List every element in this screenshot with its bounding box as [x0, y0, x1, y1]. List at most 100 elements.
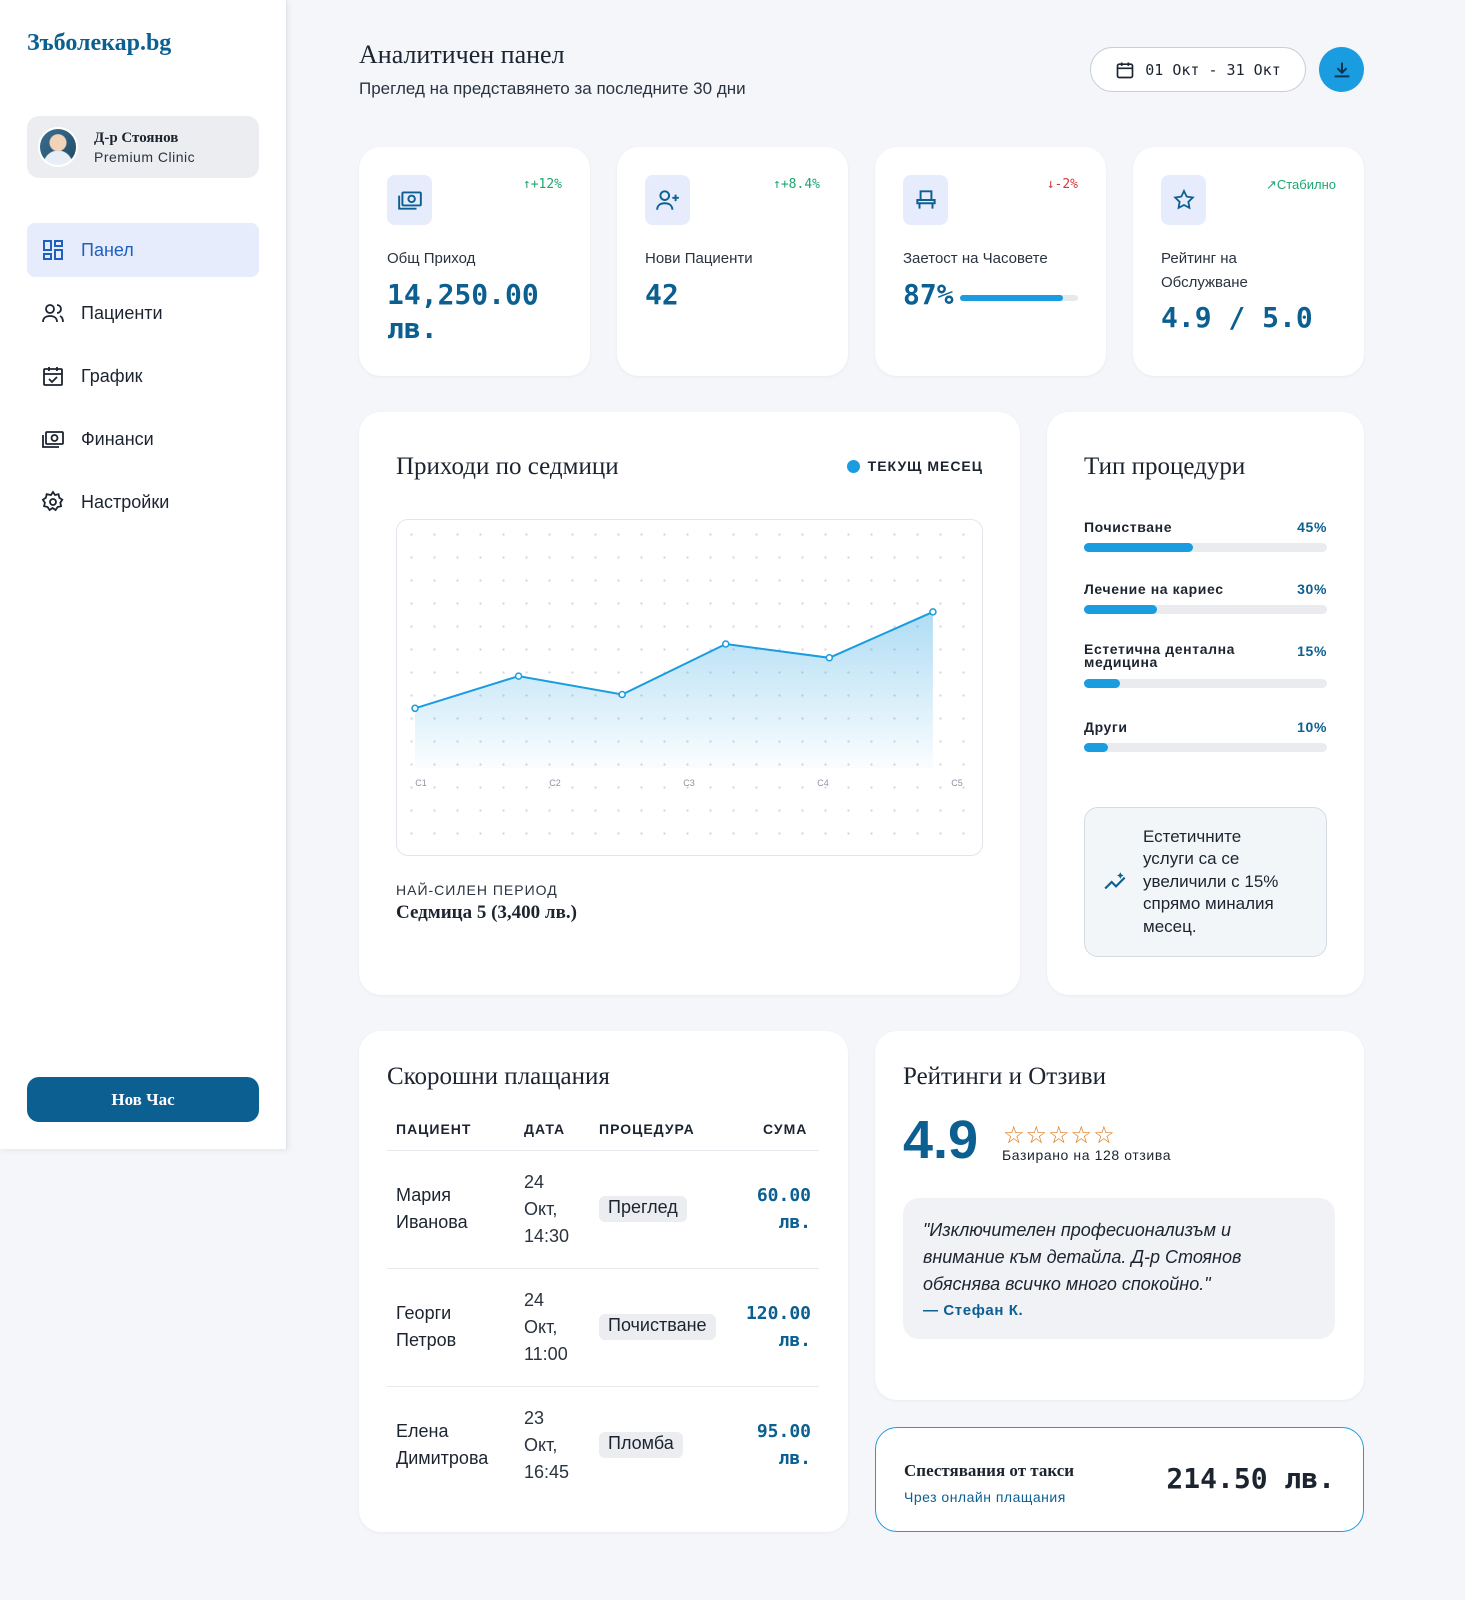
amount-value: 120.00 [745, 1303, 811, 1324]
date-month: Окт, [524, 1317, 558, 1337]
table-row[interactable]: Георги Петров 24 Окт, 11:00 Почистване 120.… [387, 1268, 819, 1386]
savings-subtitle: Чрез онлайн плащания [904, 1489, 1066, 1505]
patient-first-name: Мария [396, 1185, 452, 1205]
procedure-percent: 15% [1297, 643, 1327, 659]
card-title: Тип процедури [1084, 453, 1246, 480]
procedure-label: Почистване [1084, 519, 1173, 535]
patient-first-name: Георги [396, 1303, 452, 1323]
quote-line: внимание към детайла. Д-р Стоянов [923, 1247, 1242, 1267]
sidebar-item-dashboard[interactable]: Панел [27, 223, 259, 277]
download-icon [1334, 62, 1349, 77]
procedure-item: Естетична дентална медицина 15% [1084, 642, 1327, 688]
sidebar-item-finance[interactable]: Финанси [27, 412, 259, 466]
procedure-percent: 10% [1297, 719, 1327, 735]
procedure-label: Лечение на кариес [1084, 581, 1224, 597]
procedure-item: Почистване 45% [1084, 519, 1327, 552]
sidebar-item-patients[interactable]: Пациенти [27, 286, 259, 340]
money-icon [397, 191, 422, 210]
column-header-date[interactable]: ДАТА [524, 1121, 566, 1137]
column-header-amount[interactable]: СУМА [763, 1121, 808, 1137]
amount-unit: лв. [778, 1448, 811, 1469]
procedure-bar [1084, 605, 1327, 614]
procedure-label: Други [1084, 719, 1128, 735]
chart-point[interactable] [825, 654, 834, 662]
column-header-patient[interactable]: ПАЦИЕНТ [396, 1121, 472, 1137]
page-subtitle: Преглед на представянето за последните 3… [359, 79, 746, 98]
trend-badge: ↑+8.4% [773, 177, 820, 192]
date-month: Окт, [524, 1199, 558, 1219]
date-time: 11:00 [524, 1344, 568, 1364]
payment-amount: 95.00 лв. [757, 1418, 811, 1472]
trend-badge: ↗Стабилно [1266, 177, 1336, 193]
procedure-tag: Почистване [599, 1314, 716, 1340]
kpi-value: 14,250.00 лв. [387, 278, 539, 346]
procedure-bar [1084, 543, 1327, 552]
trend-value: +12% [530, 177, 562, 192]
arrow-up-icon: ↑ [773, 177, 781, 192]
amount-unit: лв. [778, 1212, 811, 1233]
kpi-icon-box [387, 175, 432, 225]
sidebar-item-label: Настройки [81, 491, 170, 512]
kpi-icon-box [1161, 175, 1206, 225]
patient-last-name: Иванова [396, 1212, 468, 1232]
kpi-label: Общ Приход [387, 250, 476, 267]
insight-text: Естетичните услуги са се увеличили с 15%… [1143, 826, 1279, 936]
x-tick-label: С4 [817, 778, 829, 788]
procedure-bar-fill [1084, 679, 1121, 688]
new-appointment-button[interactable]: Нов Час [27, 1077, 259, 1122]
procedure-bar-fill [1084, 543, 1194, 552]
date-range-picker[interactable]: 01 Окт - 31 Окт [1090, 47, 1306, 92]
date-time: 16:45 [524, 1462, 570, 1482]
table-row[interactable]: Елена Димитрова 23 Окт, 16:45 Пломба 95.00 л… [387, 1386, 819, 1502]
trend-badge: ↑+12% [523, 177, 562, 192]
sidebar: Зъболекар.bg Д-р Стоянов Premium Clinic … [0, 0, 287, 1149]
trend-value: Стабилно [1276, 177, 1336, 192]
brand-logo[interactable]: Зъболекар.bg [27, 30, 172, 56]
sidebar-item-settings[interactable]: Настройки [27, 475, 259, 529]
kpi-value: 87% [903, 278, 954, 311]
savings-amount: 214.50 лв. [1166, 1462, 1335, 1495]
gear-icon [41, 490, 64, 512]
chart-plot-area: С1 С2 С3 С4 С5 [396, 519, 983, 856]
payment-date: 23 Окт, 16:45 [524, 1405, 569, 1486]
sidebar-item-label: Пациенти [81, 302, 163, 323]
payment-date: 24 Окт, 14:30 [524, 1169, 569, 1250]
patient-name: Мария Иванова [396, 1182, 468, 1236]
procedure-item: Други 10% [1084, 719, 1327, 752]
doctor-profile[interactable]: Д-р Стоянов Premium Clinic [27, 116, 259, 178]
card-title: Приходи по седмици [396, 453, 619, 480]
page-title: Аналитичен панел [359, 40, 565, 69]
kpi-value-unit: лв. [387, 312, 438, 345]
chart-point[interactable] [929, 608, 937, 616]
rating-count: Базирано на 128 отзива [1002, 1147, 1172, 1163]
revenue-chart: С1 С2 С3 С4 С5 [411, 608, 963, 788]
date-month: Окт, [524, 1435, 558, 1455]
dashboard-icon [43, 240, 63, 260]
column-header-procedure[interactable]: ПРОЦЕДУРА [599, 1121, 695, 1137]
ratings-card: Рейтинги и Отзиви 4.9 ☆☆☆☆☆ Базирано на … [875, 1031, 1364, 1400]
download-button[interactable] [1319, 47, 1364, 92]
dental-chair-icon [915, 190, 936, 209]
procedure-tag: Пломба [599, 1432, 683, 1458]
fee-savings-card: Спестявания от такси Чрез онлайн плащани… [875, 1427, 1364, 1532]
kpi-icon-box [645, 175, 690, 225]
chart-point[interactable] [618, 690, 626, 699]
chart-point[interactable] [411, 704, 419, 713]
table-row[interactable]: Мария Иванова 24 Окт, 14:30 Преглед 60.00 лв… [387, 1150, 819, 1268]
sparkle-trend-icon [1104, 872, 1126, 890]
sidebar-item-label: Панел [81, 239, 134, 260]
payment-date: 24 Окт, 11:00 [524, 1287, 568, 1368]
sidebar-item-schedule[interactable]: График [27, 349, 259, 403]
trend-value: -2% [1054, 177, 1078, 192]
chart-point[interactable] [514, 672, 523, 680]
quote-text: "Изключителен професионализъм и внимание… [923, 1217, 1315, 1298]
chart-legend: ТЕКУЩ МЕСЕЦ [846, 458, 983, 474]
revenue-chart-card: Приходи по седмици ТЕКУЩ МЕСЕЦ С1 С2 С3 С4 С… [359, 412, 1020, 995]
payment-amount: 60.00 лв. [757, 1182, 811, 1236]
chart-point[interactable] [722, 640, 730, 648]
kpi-label-line: Рейтинг на [1161, 250, 1237, 267]
x-tick-label: С3 [683, 778, 695, 788]
sidebar-item-label: Финанси [81, 428, 154, 449]
kpi-value: 42 [645, 278, 679, 311]
kpi-label-line: Обслужване [1161, 274, 1248, 291]
